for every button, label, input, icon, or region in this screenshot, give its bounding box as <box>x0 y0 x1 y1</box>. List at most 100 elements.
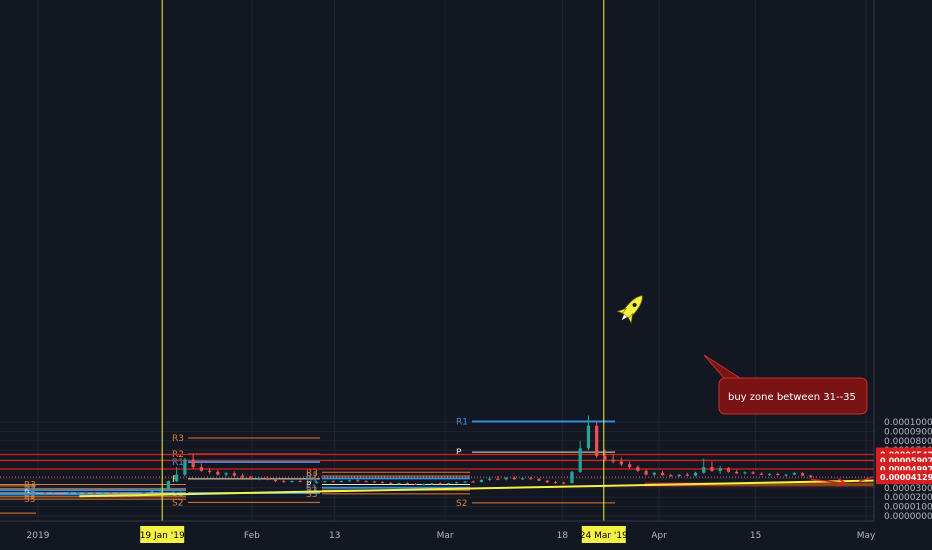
price-tag-label: 0.00004129 <box>880 473 932 482</box>
candle-body <box>273 479 278 482</box>
candle-body <box>677 474 681 477</box>
candle-body <box>537 478 541 481</box>
candle-body <box>562 482 566 484</box>
pivot-label-s1: S1 <box>24 490 35 500</box>
pivot-label-r3: R3 <box>172 434 184 444</box>
candle-body <box>175 474 179 482</box>
candlesticks <box>43 415 813 496</box>
candle-body <box>520 478 525 480</box>
pivot-label-s2: S2 <box>24 493 35 503</box>
candle-body <box>232 473 236 476</box>
candle-body <box>224 473 228 475</box>
candle-body <box>586 425 591 449</box>
pivot-label-s3: S3 <box>306 490 317 500</box>
pivot-label-p: P <box>306 481 312 491</box>
candle-body <box>743 472 747 474</box>
candle-body <box>611 459 615 462</box>
pivot-label-r1: R1 <box>456 418 468 428</box>
candle-body <box>735 471 739 474</box>
x-tick-label: 15 <box>750 531 761 541</box>
x-tick-label: 18 <box>557 531 569 541</box>
candle-body <box>800 473 805 476</box>
candle-body <box>578 448 582 472</box>
candle-body <box>43 492 47 494</box>
candle-body <box>257 477 261 479</box>
candle-body <box>784 474 788 476</box>
candle-body <box>553 482 558 484</box>
candle-body <box>249 477 253 479</box>
trendline[interactable] <box>79 474 932 498</box>
candle-body <box>669 475 673 477</box>
pivot-label-r1: R1 <box>172 458 184 468</box>
candle-body <box>504 477 508 480</box>
candle-body <box>644 470 648 475</box>
candle-body <box>652 472 656 475</box>
candle-body <box>331 481 335 483</box>
pivot-label-r2: R2 <box>306 472 318 482</box>
candle-body <box>446 483 451 485</box>
grid-lines <box>0 0 874 521</box>
candle-body <box>636 467 640 471</box>
pivot-label-s2: S2 <box>172 498 183 508</box>
projection-arrow <box>810 479 846 483</box>
candle-body <box>422 484 426 486</box>
candle-body <box>339 481 343 483</box>
candle-body <box>570 471 574 484</box>
candle-body <box>323 481 327 483</box>
candle-body <box>290 481 294 483</box>
horizontal-price-lines <box>0 453 874 478</box>
x-tick-label: May <box>857 531 876 541</box>
candle-body <box>751 472 755 474</box>
candle-body <box>768 473 772 475</box>
candle-body <box>380 482 385 484</box>
x-tick-label: 24 Mar '19 <box>580 531 628 541</box>
pivot-levels: R3R2R1PS1S2S3R3R2R1PS1S2R3R2R1PS1S2S3R1P… <box>0 418 615 514</box>
buy-zone-note: buy zone between 31--35 <box>703 354 868 415</box>
candle-body <box>389 482 393 484</box>
candle-body <box>183 459 187 475</box>
candle-body <box>315 482 319 484</box>
rocket-icon <box>616 295 643 324</box>
candle-body <box>364 481 368 483</box>
x-tick-label: 13 <box>329 531 340 541</box>
support-trendline <box>79 478 932 498</box>
candle-body <box>76 492 80 494</box>
candle-body <box>496 478 500 480</box>
candle-body <box>133 493 138 495</box>
x-tick-label: Mar <box>437 531 454 541</box>
candle-body <box>265 477 269 480</box>
candle-body <box>191 459 195 468</box>
candle-body <box>100 493 105 495</box>
candle-body <box>240 475 245 478</box>
candle-body <box>216 471 220 475</box>
candle-body <box>512 477 516 480</box>
candle-body <box>117 493 121 495</box>
candle-body <box>68 492 72 495</box>
candle-body <box>298 481 302 483</box>
candle-body <box>685 474 689 476</box>
x-tick-label: 2019 <box>27 531 50 541</box>
candle-body <box>109 493 113 495</box>
candle-body <box>430 483 434 485</box>
date-marker-lines <box>161 0 605 521</box>
candle-body <box>372 481 376 483</box>
candle-body <box>306 481 311 483</box>
candle-body <box>84 492 88 494</box>
buy-zone-label: buy zone between 31--35 <box>728 392 856 403</box>
candle-body <box>710 467 714 471</box>
candle-body <box>488 478 492 480</box>
candle-body <box>405 483 409 485</box>
time-axis[interactable]: 2019 19 Jan '19 Feb 13 Mar 18 24 Mar '19 Apr 15 M… <box>27 526 932 543</box>
x-tick-label: Apr <box>651 531 667 541</box>
pivot-label-p: P <box>172 475 178 485</box>
pivot-label-r1: R1 <box>306 474 318 484</box>
candle-body <box>92 492 96 494</box>
candle-body <box>603 455 607 460</box>
candle-body <box>455 482 459 484</box>
date-marker-tag <box>581 526 626 543</box>
pivot-label-s1: S1 <box>306 484 317 494</box>
